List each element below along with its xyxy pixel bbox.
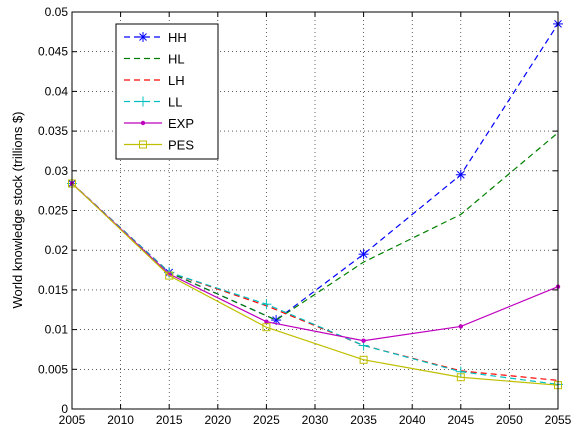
data-point-hh [358, 249, 369, 260]
data-point-pes [165, 271, 174, 280]
y-tick-label: 0.035 [38, 124, 68, 138]
legend-entry-hl: HL [124, 52, 185, 67]
x-tick-label: 2035 [350, 413, 377, 427]
data-point-hh [271, 315, 282, 326]
legend-marker [138, 96, 148, 107]
series-line-pes [71, 183, 559, 386]
y-tick-label: 0.005 [38, 362, 68, 376]
legend-marker [140, 120, 146, 126]
y-tick-label: 0.01 [45, 323, 69, 337]
legend-entry-hh: HH [124, 30, 187, 45]
x-tick-label: 2045 [447, 413, 474, 427]
x-tick-label: 2050 [496, 413, 523, 427]
series-hl [71, 132, 559, 321]
y-tick-label: 0.025 [38, 204, 68, 218]
data-point-pes [359, 355, 368, 364]
y-tick-label: 0.04 [45, 84, 69, 98]
series-line-hl [71, 132, 559, 321]
legend-label: PES [168, 138, 194, 153]
legend: HH HL LH LL EXP PES [115, 23, 219, 160]
x-tick-label: 2015 [156, 413, 183, 427]
data-point-ll [261, 299, 272, 310]
series-line-exp [71, 183, 559, 342]
x-tick-label: 2025 [253, 413, 280, 427]
legend-entry-exp: EXP [124, 116, 194, 131]
data-point-ll [455, 366, 466, 377]
y-axis-label: World knowledge stock (trillions $) [10, 112, 25, 309]
legend-entry-pes: PES [124, 138, 194, 153]
y-tick-label: 0.02 [45, 243, 69, 257]
series-line-hh [71, 23, 559, 321]
series-layer [67, 18, 563, 390]
legend-entry-lh: LH [124, 73, 185, 88]
y-tick-label: 0.045 [38, 45, 68, 59]
data-point-exp [264, 319, 269, 324]
x-tick-label: 2020 [204, 413, 231, 427]
x-tick-label: 2010 [107, 413, 134, 427]
y-tick-label: 0.05 [45, 5, 69, 19]
x-tick-label: 2005 [59, 413, 86, 427]
y-tick-label: 0.015 [38, 283, 68, 297]
legend-label: HL [168, 52, 185, 67]
legend-label: LL [168, 95, 182, 110]
x-tick-label: 2040 [399, 413, 426, 427]
data-point-exp [458, 324, 463, 329]
legend-marker [138, 32, 148, 42]
legend-label: HH [168, 30, 187, 45]
x-tick-label: 2030 [302, 413, 329, 427]
data-point-hh [455, 169, 466, 180]
legend-entry-ll: LL [124, 95, 182, 110]
data-point-exp [361, 338, 366, 343]
axis-ticks: 2005 2010 2015 2020 2025 2030 2035 2040 2045 2050… [38, 5, 572, 427]
legend-label: LH [168, 73, 185, 88]
data-point-pes [262, 323, 271, 332]
legend-marker [139, 140, 147, 149]
series-exp [69, 181, 561, 343]
data-point-pes [456, 373, 465, 382]
series-pes [68, 179, 562, 390]
legend-label: EXP [168, 116, 194, 131]
legend-box [115, 23, 219, 160]
y-tick-label: 0 [61, 402, 68, 416]
x-tick-label: 2055 [545, 413, 572, 427]
y-tick-label: 0.03 [45, 164, 69, 178]
